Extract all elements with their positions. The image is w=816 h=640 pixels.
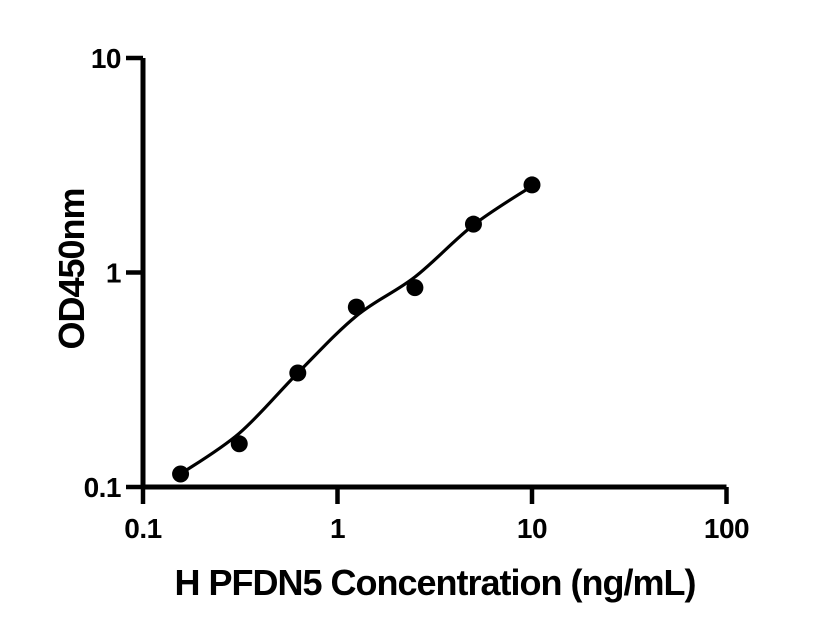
x-tick-label: 1 (330, 513, 345, 544)
y-tick-label: 1 (106, 258, 121, 289)
data-point (172, 465, 190, 483)
x-tick-label: 0.1 (124, 513, 161, 544)
y-tick-label: 0.1 (84, 472, 121, 503)
data-point (347, 298, 365, 316)
y-tick-label: 10 (91, 43, 121, 74)
x-tick-label: 10 (517, 513, 547, 544)
data-point (230, 435, 248, 453)
data-point (289, 364, 307, 382)
data-point (464, 215, 482, 233)
y-axis-title: OD450nm (51, 188, 92, 350)
data-point (406, 279, 424, 297)
x-tick-label: 100 (704, 513, 749, 544)
x-axis-title: H PFDN5 Concentration (ng/mL) (174, 562, 697, 603)
data-point (523, 176, 541, 194)
